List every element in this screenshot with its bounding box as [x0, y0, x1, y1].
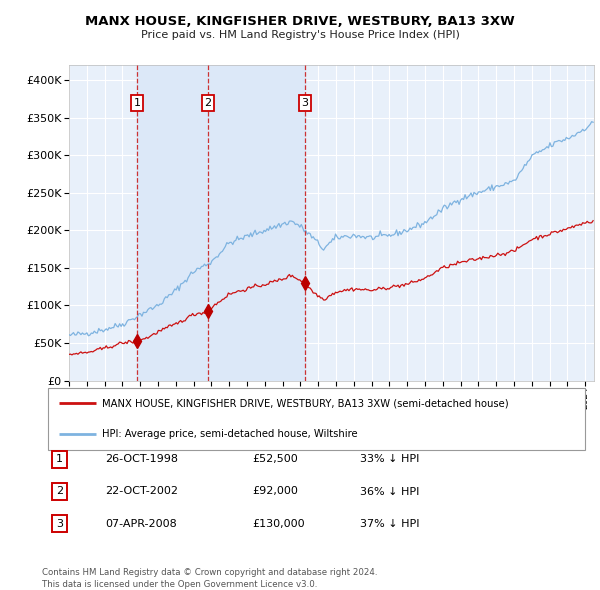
- Text: 36% ↓ HPI: 36% ↓ HPI: [360, 487, 419, 496]
- Text: £130,000: £130,000: [252, 519, 305, 529]
- FancyBboxPatch shape: [48, 388, 585, 450]
- FancyBboxPatch shape: [52, 451, 67, 467]
- FancyBboxPatch shape: [52, 516, 67, 532]
- Bar: [137, 65, 305, 381]
- Text: 2: 2: [56, 487, 63, 496]
- Text: 26-OCT-1998: 26-OCT-1998: [105, 454, 178, 464]
- Text: Price paid vs. HM Land Registry's House Price Index (HPI): Price paid vs. HM Land Registry's House …: [140, 31, 460, 40]
- Text: MANX HOUSE, KINGFISHER DRIVE, WESTBURY, BA13 3XW (semi-detached house): MANX HOUSE, KINGFISHER DRIVE, WESTBURY, …: [101, 398, 508, 408]
- Text: 2: 2: [205, 98, 212, 108]
- Text: MANX HOUSE, KINGFISHER DRIVE, WESTBURY, BA13 3XW: MANX HOUSE, KINGFISHER DRIVE, WESTBURY, …: [85, 15, 515, 28]
- Text: 1: 1: [133, 98, 140, 108]
- FancyBboxPatch shape: [52, 483, 67, 500]
- Text: 37% ↓ HPI: 37% ↓ HPI: [360, 519, 419, 529]
- Text: 07-APR-2008: 07-APR-2008: [105, 519, 177, 529]
- Text: 1: 1: [56, 454, 63, 464]
- Text: 22-OCT-2002: 22-OCT-2002: [105, 487, 178, 496]
- Text: Contains HM Land Registry data © Crown copyright and database right 2024.
This d: Contains HM Land Registry data © Crown c…: [42, 568, 377, 589]
- Text: £92,000: £92,000: [252, 487, 298, 496]
- Text: 3: 3: [302, 98, 308, 108]
- Text: £52,500: £52,500: [252, 454, 298, 464]
- Text: 33% ↓ HPI: 33% ↓ HPI: [360, 454, 419, 464]
- Text: HPI: Average price, semi-detached house, Wiltshire: HPI: Average price, semi-detached house,…: [101, 429, 358, 439]
- Text: 3: 3: [56, 519, 63, 529]
